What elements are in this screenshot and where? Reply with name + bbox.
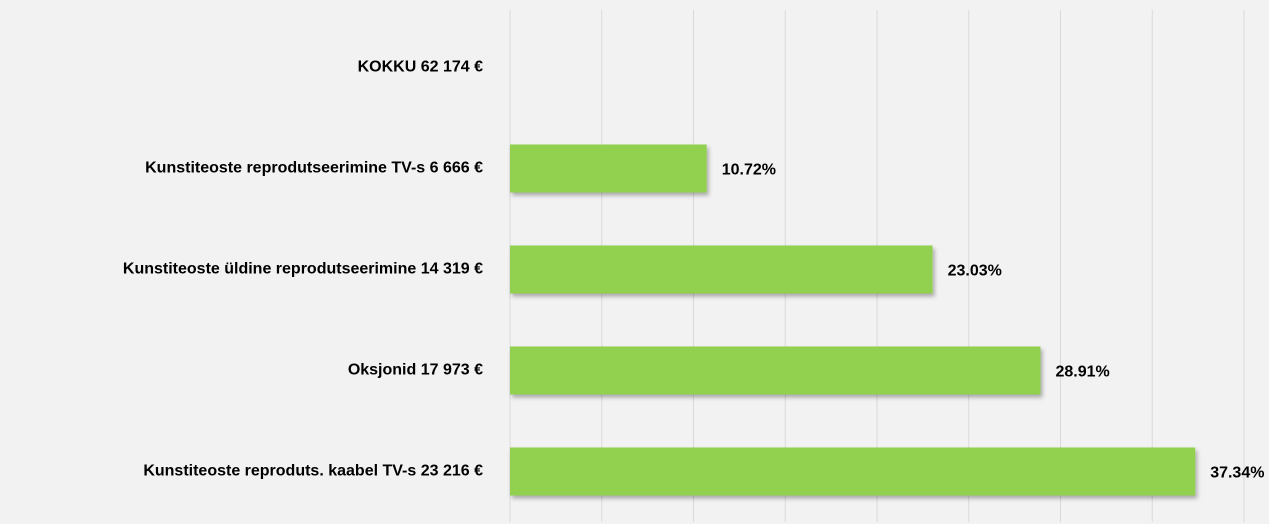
data-label: 10.72% [722,162,776,179]
y-tick-label: Kunstiteoste reproduts. kaabel TV-s 23 2… [143,463,483,480]
data-label: 23.03% [948,263,1002,280]
bar [510,346,1041,395]
y-tick-label: Kunstiteoste reprodutseerimine TV-s 6 66… [145,160,483,177]
y-tick-label: Oksjonid 17 973 € [348,362,483,379]
data-label: 28.91% [1055,364,1109,381]
bar [510,144,707,193]
bar [510,245,933,294]
bar [510,447,1196,496]
data-label: 37.34% [1210,465,1264,482]
y-tick-label: Kunstiteoste üldine reprodutseerimine 14… [123,261,483,278]
y-tick-label: KOKKU 62 174 € [358,59,483,76]
